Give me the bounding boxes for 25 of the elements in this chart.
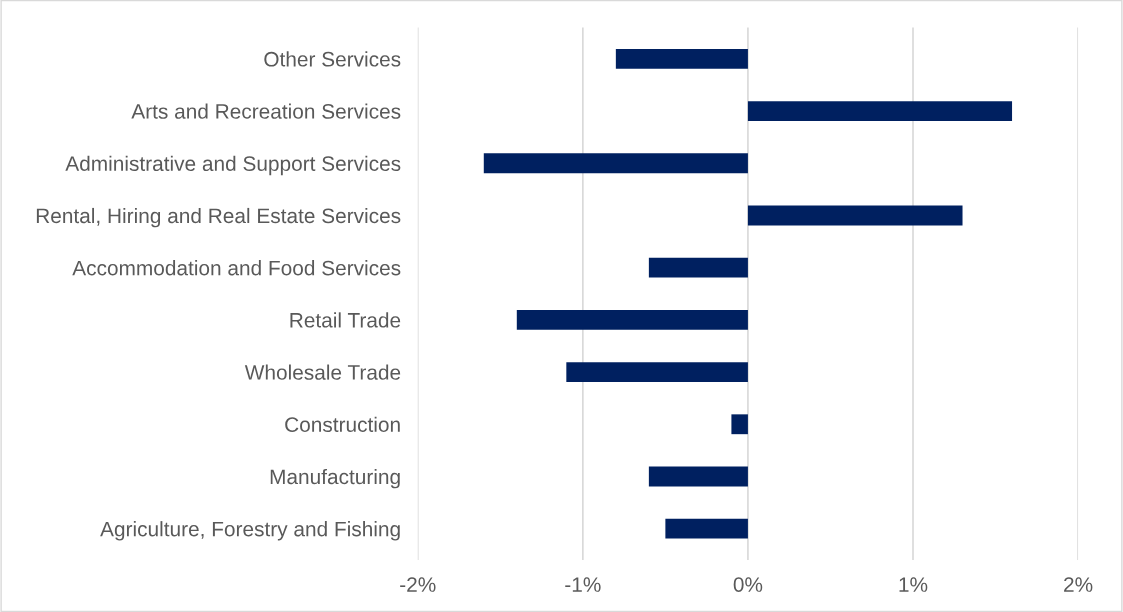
bar xyxy=(615,48,748,69)
y-tick-label: Construction xyxy=(285,416,400,433)
bar xyxy=(731,414,748,435)
y-tick-label: Arts and Recreation Services xyxy=(131,103,401,119)
y-tick-label: Other Services xyxy=(264,51,401,67)
y-tick-label: Wholesale Trade xyxy=(244,364,401,380)
bar xyxy=(483,153,748,174)
bar xyxy=(648,257,748,278)
x-tick-label: -2% xyxy=(400,577,436,592)
bar xyxy=(648,466,748,487)
y-tick-label: Rental, Hiring and Real Estate Services xyxy=(36,207,401,228)
x-tick-label: 0% xyxy=(733,577,763,592)
bar xyxy=(747,101,1013,121)
x-tick-label: 2% xyxy=(1064,577,1093,592)
y-tick-label: Manufacturing xyxy=(270,468,400,489)
x-tick-label: 1% xyxy=(899,577,928,592)
y-tick-label: Accommodation and Food Services xyxy=(72,260,401,276)
y-tick-label: Agriculture, Forestry and Fishing xyxy=(100,521,400,541)
bar xyxy=(665,518,748,539)
y-tick-label: Administrative and Support Services xyxy=(65,155,401,176)
bar xyxy=(566,362,748,382)
bar xyxy=(516,309,748,330)
bar xyxy=(747,205,963,226)
x-tick-label: -1% xyxy=(565,577,601,592)
y-tick-label: Retail Trade xyxy=(290,312,401,328)
